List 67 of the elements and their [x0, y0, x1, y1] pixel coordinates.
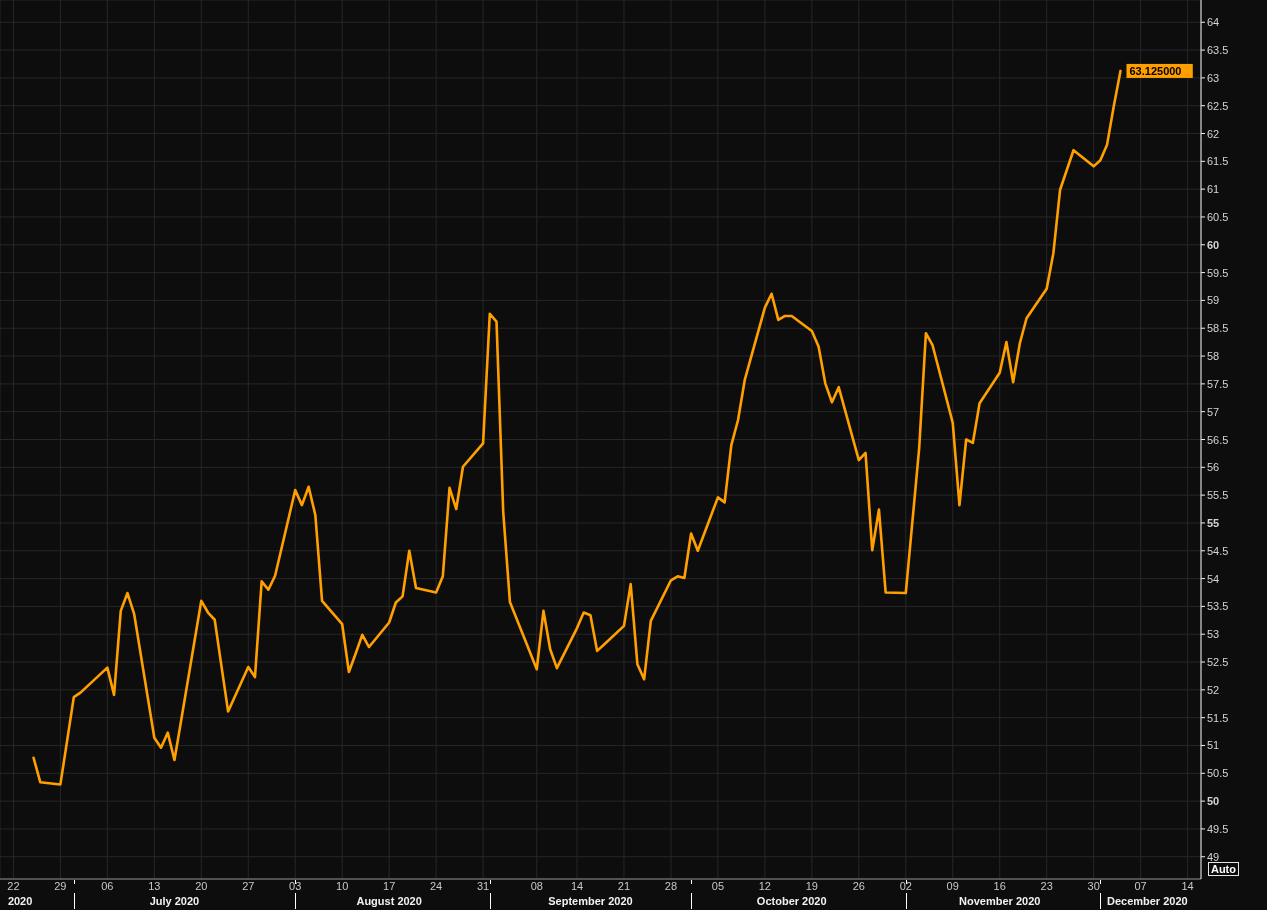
x-tick-label: 03: [289, 880, 302, 892]
x-tick-label: 19: [805, 880, 818, 892]
x-tick-label: 10: [336, 880, 349, 892]
x2-tick-label: 2020: [7, 895, 33, 907]
y-tick-label: 58.5: [1207, 322, 1229, 335]
y-tick-label: 55.5: [1207, 489, 1229, 502]
x-tick-label: 17: [383, 880, 396, 892]
y-tick-label: 54.5: [1207, 544, 1229, 557]
x-tick-label: 29: [54, 880, 67, 892]
x-tick-label: 22: [7, 880, 20, 892]
x2-tick-label: October 2020: [756, 895, 827, 907]
x-tick-label: 16: [993, 880, 1006, 892]
y-tick-label: 64: [1207, 16, 1220, 29]
x-tick-label: 06: [101, 880, 114, 892]
line-series: [32, 69, 1122, 786]
x-tick-label: 30: [1087, 880, 1100, 892]
y-tick-label: 59.5: [1207, 266, 1229, 279]
y-tick-label: 49: [1207, 850, 1220, 863]
x-tick-label: 08: [530, 880, 543, 892]
y-tick-label: 63.5: [1207, 44, 1229, 57]
y-tick-label: 62: [1207, 127, 1220, 140]
y-tick-label: 51: [1207, 739, 1220, 752]
y-tick-label: 50.5: [1207, 767, 1229, 780]
x-tick-label: 21: [617, 880, 631, 892]
y-tick-label: 53: [1207, 628, 1220, 641]
y-tick-label: 49.5: [1207, 822, 1229, 835]
y-tick-label: 59: [1207, 294, 1220, 307]
x-tick-label: 13: [148, 880, 161, 892]
y-tick-label: 63: [1207, 71, 1220, 84]
y-tick-label: 55: [1207, 516, 1220, 529]
y-tick-label: 54: [1207, 572, 1220, 585]
x2-tick-label: July 2020: [149, 895, 200, 907]
x-tick-label: 14: [570, 880, 584, 892]
y-tick-label: 57.5: [1207, 377, 1229, 390]
y-tick-label: 51.5: [1207, 711, 1229, 724]
x-tick-label: 09: [946, 880, 959, 892]
x2-tick-label: December 2020: [1106, 895, 1188, 907]
y-tick-label: 61: [1207, 183, 1220, 196]
y-tick-label: 50: [1207, 795, 1220, 808]
y-tick-label: 53.5: [1207, 600, 1229, 613]
x-tick-label: 28: [664, 880, 678, 892]
y-tick-label: 52.5: [1207, 656, 1229, 669]
y-tick-label: 52: [1207, 683, 1220, 696]
y-tick-label: 56: [1207, 461, 1220, 474]
y-tick-label: 62.5: [1207, 99, 1229, 112]
y-tick-label: 60: [1207, 238, 1220, 251]
x-tick-label: 07: [1134, 880, 1147, 892]
x2-tick-label: September 2020: [548, 895, 633, 907]
x-tick-label: 26: [852, 880, 865, 892]
button: Auto: [1207, 862, 1239, 876]
data-label: 63.125000: [1129, 64, 1182, 77]
x-tick-label: 23: [1040, 880, 1053, 892]
x-tick-label: 02: [899, 880, 912, 892]
x-tick-label: 24: [429, 880, 443, 892]
x-tick-label: 27: [242, 880, 255, 892]
x2-tick-label: November 2020: [959, 895, 1041, 907]
y-tick-label: 60.5: [1207, 210, 1229, 223]
y-tick-label: 61.5: [1207, 155, 1229, 168]
y-tick-label: 57: [1207, 405, 1220, 418]
y-tick-label: 56.5: [1207, 433, 1229, 446]
y-tick-label: 58: [1207, 350, 1220, 363]
x2-tick-label: August 2020: [356, 895, 422, 907]
x-tick-label: 05: [711, 880, 725, 892]
x-tick-label: 20: [195, 880, 208, 892]
x-tick-label: 14: [1181, 880, 1194, 892]
x-tick-label: 12: [758, 880, 772, 892]
x-tick-label: 31: [476, 880, 490, 892]
